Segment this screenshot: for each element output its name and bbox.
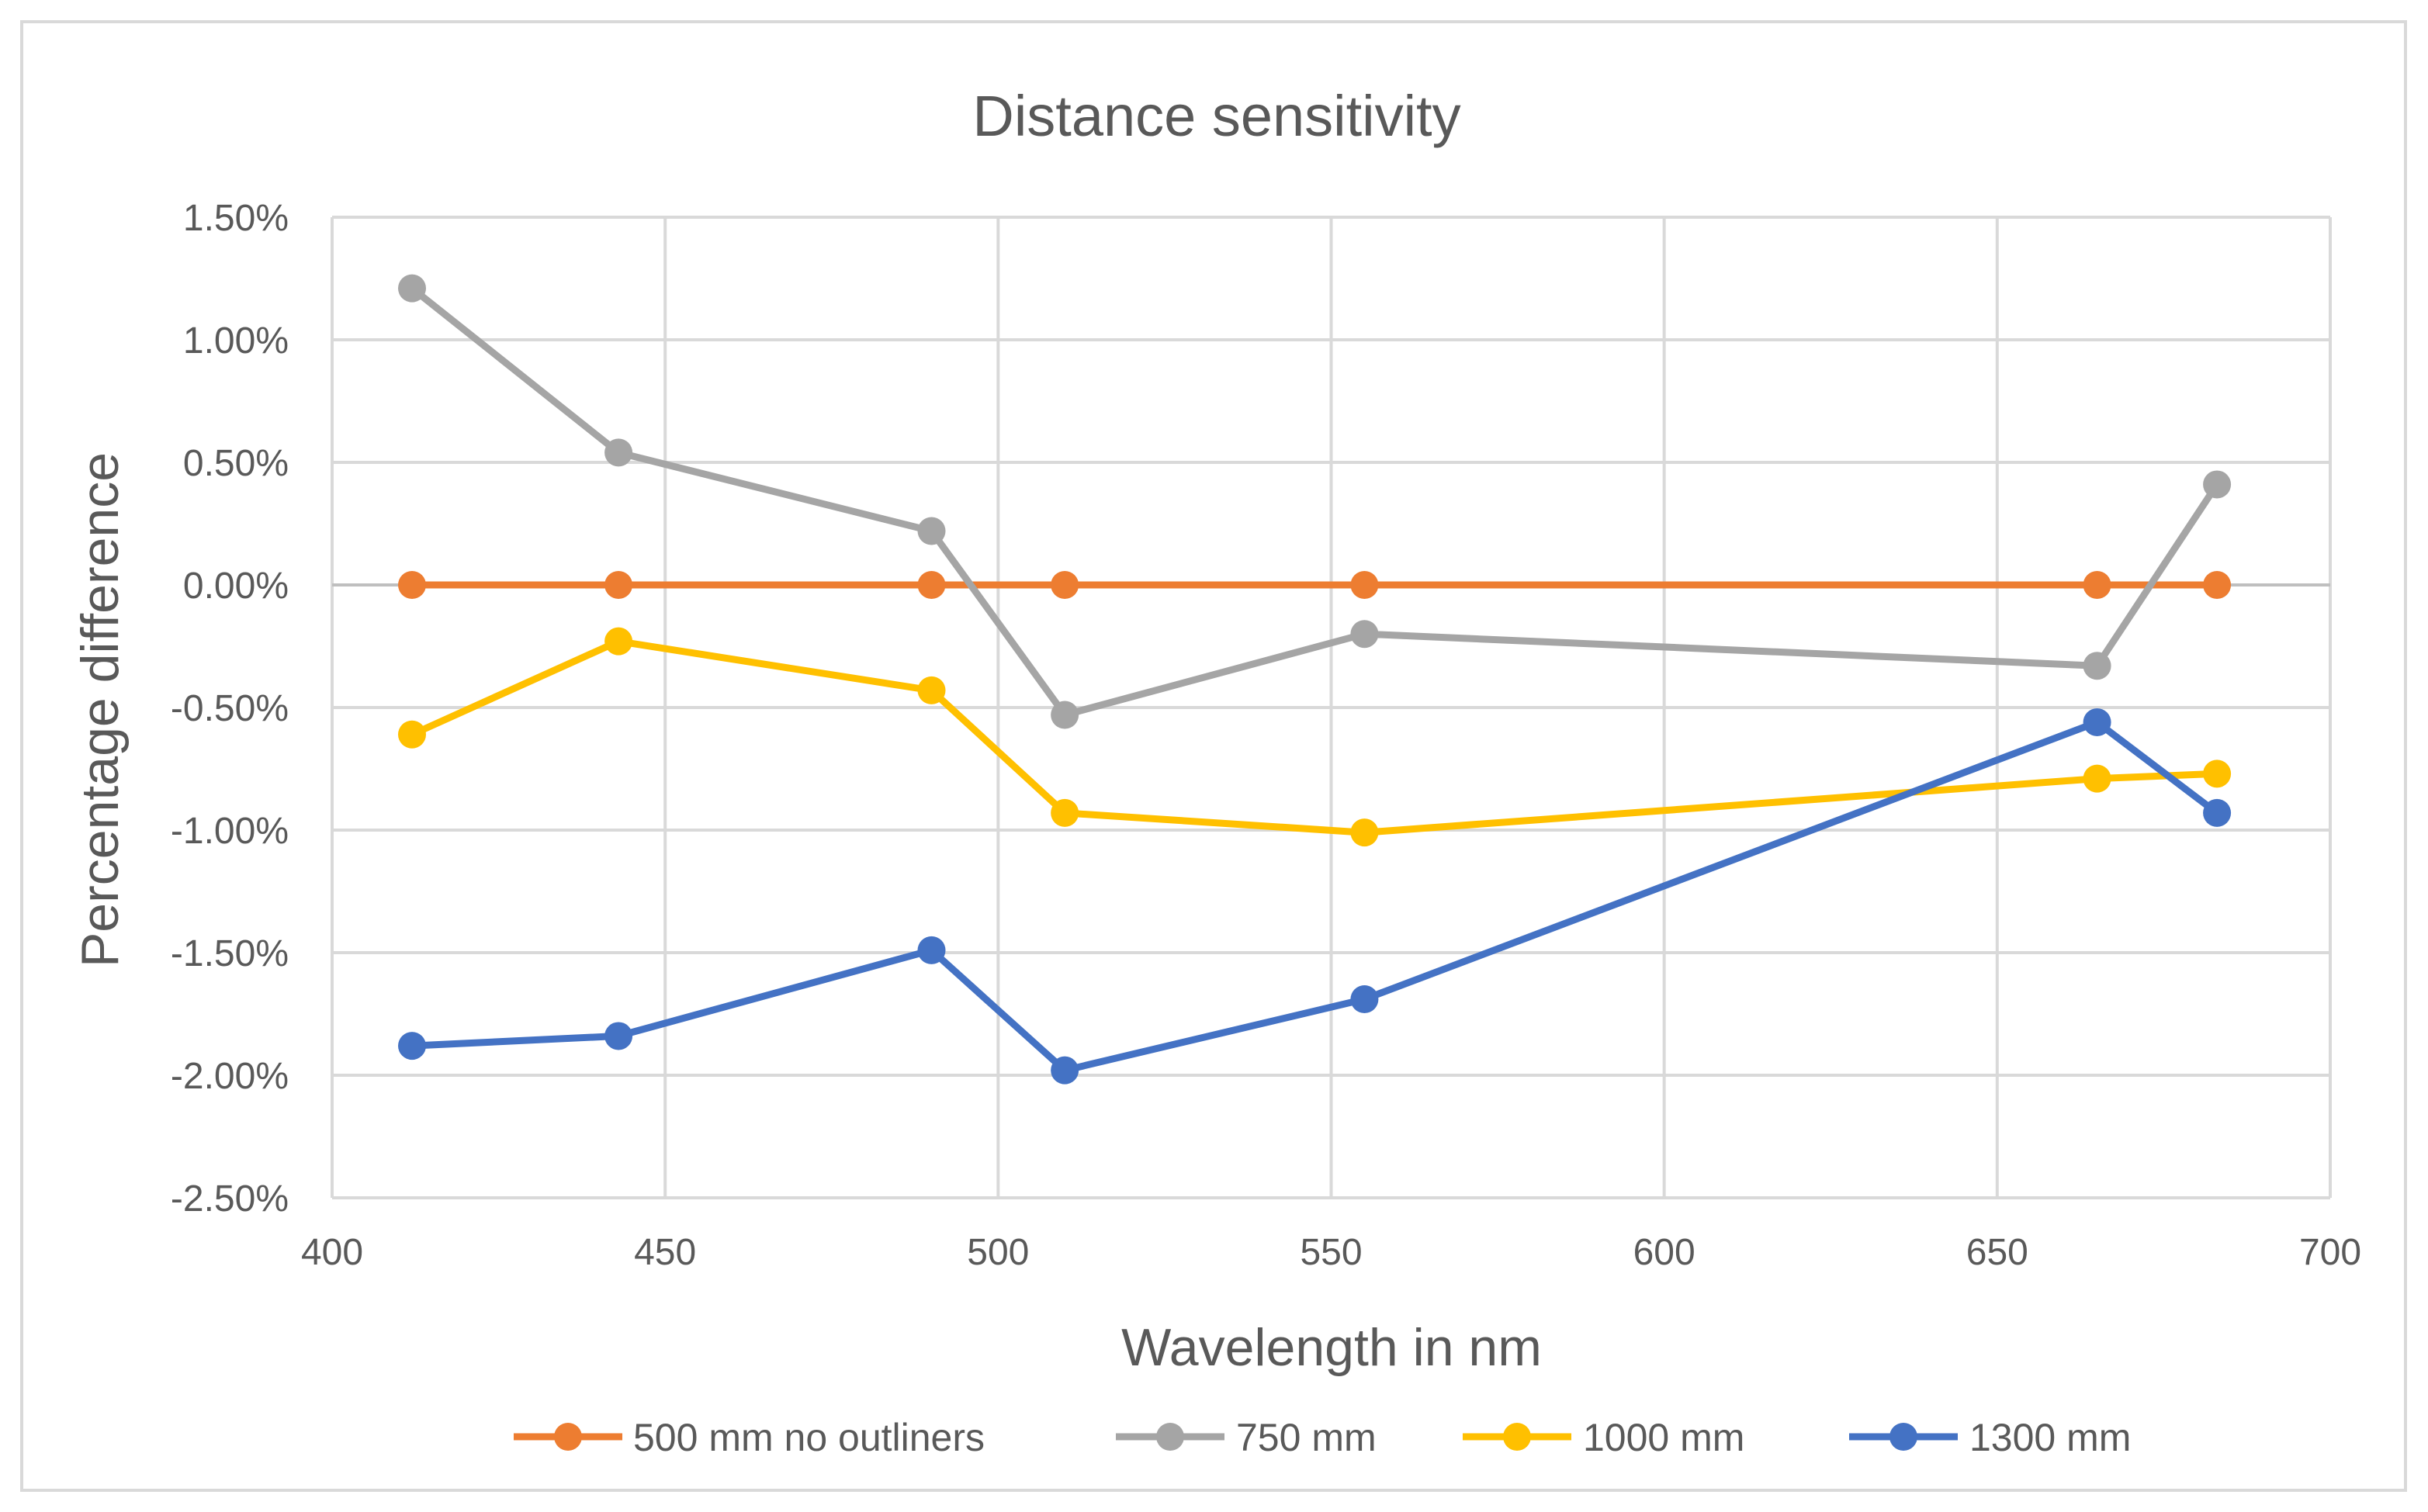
data-point [1051,701,1079,729]
series-layer [398,274,2232,1085]
legend-item-3: 1300 mm [1849,1416,2131,1459]
data-point [917,676,946,704]
x-tick-label: 550 [1300,1232,1362,1273]
data-point [1350,620,1379,649]
data-point [398,1032,426,1060]
data-point [1350,985,1379,1014]
series-1 [398,274,2232,729]
data-point [1051,571,1079,599]
data-point [604,438,633,467]
legend-item-0: 500 mm no outliners [514,1416,985,1459]
data-point [917,517,946,545]
data-point [604,627,633,656]
y-tick-label: -2.50% [171,1178,289,1220]
data-point [1051,798,1079,827]
data-point [2203,759,2232,788]
legend-marker [1156,1423,1184,1451]
x-axis-title: Wavelength in nm [1121,1318,1542,1377]
data-point [2083,652,2111,680]
y-tick-label: 0.50% [183,443,289,484]
chart-title: Distance sensitivity [972,84,1460,148]
x-tick-label: 650 [1966,1232,2028,1273]
data-point [2083,708,2111,736]
legend: 500 mm no outliners 750 mm 1000 mm 1300 mm [514,1416,2131,1459]
data-point [398,571,426,599]
y-axis-title: Percentage difference [71,452,130,967]
chart-border [20,20,2407,1492]
series-2 [398,627,2232,847]
x-tick-label: 400 [301,1232,363,1273]
gridlines [331,216,2332,1199]
y-tick-label: -2.00% [171,1056,289,1097]
data-point [2203,571,2232,599]
series-0 [398,571,2232,599]
data-point [917,936,946,964]
legend-item-2: 1000 mm [1463,1416,1744,1459]
x-tick-label: 500 [967,1232,1029,1273]
data-point [604,571,633,599]
data-point [398,274,426,303]
legend-label: 500 mm no outliners [633,1416,985,1459]
data-point [2203,470,2232,499]
legend-marker [1503,1423,1531,1451]
legend-marker [554,1423,582,1451]
x-tick-label: 700 [2299,1232,2361,1273]
x-tick-label: 600 [1633,1232,1695,1273]
data-point [1051,1056,1079,1085]
y-tick-label: 1.50% [183,198,289,239]
y-tick-label: 0.00% [183,566,289,607]
tick-labels: 1.50% 1.00% 0.50% 0.00% -0.50% -1.00% -1.50% -2… [171,198,2361,1273]
x-tick-label: 450 [634,1232,696,1273]
y-tick-label: 1.00% [183,320,289,362]
data-point [1350,571,1379,599]
legend-label: 750 mm [1236,1416,1377,1459]
series-3 [398,708,2232,1085]
legend-marker [1889,1423,1917,1451]
data-point [398,720,426,749]
data-point [604,1022,633,1050]
data-point [917,571,946,599]
y-tick-label: -0.50% [171,688,289,729]
legend-label: 1000 mm [1583,1416,1744,1459]
data-point [2083,764,2111,793]
legend-item-1: 750 mm [1116,1416,1377,1459]
y-tick-label: -1.50% [171,933,289,974]
data-point [1350,818,1379,847]
data-point [2083,571,2111,599]
legend-label: 1300 mm [1969,1416,2131,1459]
y-tick-label: -1.00% [171,811,289,852]
data-point [2203,798,2232,827]
